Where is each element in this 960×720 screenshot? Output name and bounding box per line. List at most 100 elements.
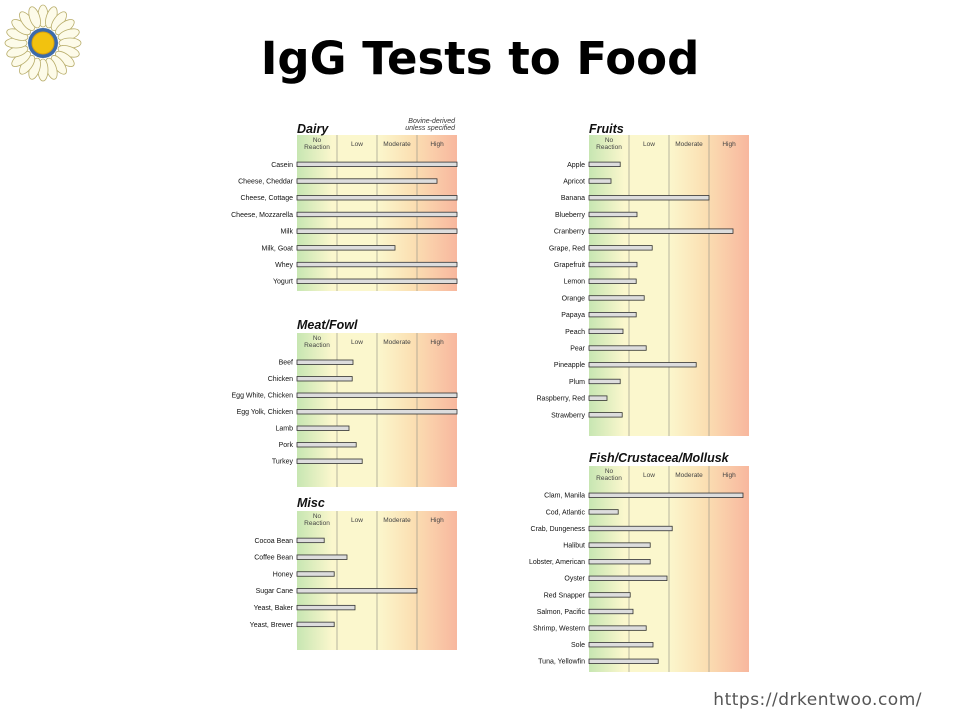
level-header-moderate: Moderate bbox=[675, 472, 703, 479]
bar-yeast-baker bbox=[296, 604, 356, 611]
level-header-moderate: Moderate bbox=[383, 141, 411, 148]
bar-casein bbox=[296, 161, 458, 167]
bar-crab-dungeness bbox=[588, 525, 673, 532]
category-label-chicken: Chicken bbox=[268, 376, 293, 383]
bar-cheese-mozzarella bbox=[296, 211, 458, 218]
category-label-red-snapper: Red Snapper bbox=[544, 592, 586, 599]
category-label-halibut: Halibut bbox=[563, 543, 585, 550]
chart-title: Meat/Fowl bbox=[297, 318, 358, 332]
bar-clam-manila bbox=[588, 492, 744, 498]
category-label-pineapple: Pineapple bbox=[554, 362, 585, 369]
category-label-lemon: Lemon bbox=[564, 279, 586, 286]
bar-chicken bbox=[296, 376, 353, 382]
bar-apricot bbox=[588, 178, 612, 184]
bar-beef bbox=[296, 359, 354, 365]
category-label-clam-manila: Clam, Manila bbox=[544, 493, 585, 500]
bar-orange bbox=[588, 295, 645, 301]
category-label-strawberry: Strawberry bbox=[551, 412, 585, 419]
category-label-lamb: Lamb bbox=[275, 426, 293, 433]
bar-turkey bbox=[296, 458, 363, 464]
level-header-no-reaction: Reaction bbox=[304, 342, 330, 349]
category-label-milk-goat: Milk, Goat bbox=[261, 245, 293, 252]
level-header-no-reaction: No bbox=[313, 513, 322, 520]
bar-grapefruit bbox=[588, 261, 638, 268]
bar-cocoa-bean bbox=[296, 537, 325, 544]
footer-url: https://drkentwoo.com/ bbox=[713, 690, 922, 710]
category-label-egg-yolk-chicken: Egg Yolk, Chicken bbox=[237, 409, 294, 416]
bar-sugar-cane bbox=[296, 588, 418, 594]
bar-strawberry bbox=[588, 412, 623, 418]
bar-cranberry bbox=[588, 228, 734, 234]
category-label-oyster: Oyster bbox=[564, 576, 585, 583]
bar-pork bbox=[296, 442, 357, 448]
category-label-yeast-brewer: Yeast, Brewer bbox=[250, 622, 294, 629]
category-label-apple: Apple bbox=[567, 162, 585, 169]
bar-peach bbox=[588, 328, 624, 335]
bar-coffee-bean bbox=[296, 554, 348, 560]
category-label-tuna-yellowfin: Tuna, Yellowfin bbox=[538, 659, 585, 666]
level-header-no-reaction: No bbox=[313, 335, 322, 342]
level-header-high: High bbox=[430, 339, 444, 346]
bar-whey bbox=[296, 261, 458, 268]
category-label-papaya: Papaya bbox=[561, 312, 585, 319]
category-label-casein: Casein bbox=[271, 162, 293, 169]
level-header-moderate: Moderate bbox=[383, 517, 411, 524]
level-header-high: High bbox=[722, 472, 736, 479]
bar-tuna-yellowfin bbox=[588, 658, 659, 664]
bar-papaya bbox=[588, 311, 637, 318]
bar-yogurt bbox=[296, 278, 458, 284]
bar-banana bbox=[588, 195, 710, 201]
bar-oyster bbox=[588, 575, 668, 581]
level-header-high: High bbox=[430, 141, 444, 148]
bar-apple bbox=[588, 161, 621, 167]
category-label-cranberry: Cranberry bbox=[554, 229, 586, 236]
category-label-cod-atlantic: Cod, Atlantic bbox=[546, 509, 586, 516]
level-header-no-reaction: Reaction bbox=[304, 520, 330, 527]
category-label-crab-dungeness: Crab, Dungeness bbox=[531, 526, 586, 533]
bar-egg-yolk-chicken bbox=[296, 409, 458, 415]
category-label-peach: Peach bbox=[565, 329, 585, 336]
level-header-low: Low bbox=[643, 141, 655, 148]
category-label-sugar-cane: Sugar Cane bbox=[256, 588, 293, 595]
sunflower-logo bbox=[4, 4, 82, 82]
category-label-raspberry-red: Raspberry, Red bbox=[536, 396, 585, 403]
level-header-no-reaction: Reaction bbox=[304, 144, 330, 151]
level-header-moderate: Moderate bbox=[675, 141, 703, 148]
category-label-coffee-bean: Coffee Bean bbox=[254, 555, 293, 562]
category-label-pork: Pork bbox=[279, 442, 294, 449]
category-label-grape-red: Grape, Red bbox=[549, 245, 585, 252]
category-label-honey: Honey bbox=[273, 571, 294, 578]
level-header-no-reaction: Reaction bbox=[596, 475, 622, 482]
bar-sole bbox=[588, 642, 654, 648]
category-label-sole: Sole bbox=[571, 642, 585, 649]
category-label-cheese-cheddar: Cheese, Cheddar bbox=[238, 178, 294, 185]
level-header-low: Low bbox=[351, 517, 363, 524]
category-label-blueberry: Blueberry bbox=[555, 212, 585, 219]
category-label-salmon-pacific: Salmon, Pacific bbox=[537, 609, 586, 616]
level-header-low: Low bbox=[351, 141, 363, 148]
category-label-orange: Orange bbox=[562, 295, 585, 302]
bar-lemon bbox=[588, 278, 637, 284]
bar-milk bbox=[296, 228, 458, 234]
level-header-high: High bbox=[430, 517, 444, 524]
level-header-high: High bbox=[722, 141, 736, 148]
chart-note: unless specified bbox=[405, 125, 456, 132]
level-header-low: Low bbox=[351, 339, 363, 346]
chart-title: Misc bbox=[297, 496, 325, 510]
level-header-low: Low bbox=[643, 472, 655, 479]
category-label-plum: Plum bbox=[569, 379, 585, 386]
bar-yeast-brewer bbox=[296, 621, 335, 628]
bar-plum bbox=[588, 378, 621, 385]
bar-cheese-cottage bbox=[296, 195, 458, 201]
bar-blueberry bbox=[588, 211, 638, 218]
chart-title: Fruits bbox=[589, 122, 624, 136]
category-label-apricot: Apricot bbox=[563, 178, 585, 185]
category-label-egg-white-chicken: Egg White, Chicken bbox=[232, 393, 294, 400]
category-label-lobster-american: Lobster, American bbox=[529, 559, 585, 566]
level-header-moderate: Moderate bbox=[383, 339, 411, 346]
bar-egg-white-chicken bbox=[296, 392, 458, 398]
